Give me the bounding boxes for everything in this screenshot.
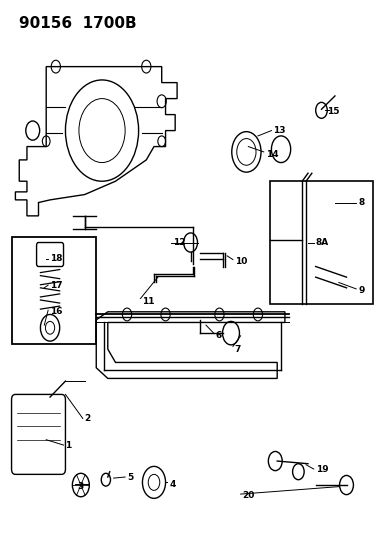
Text: 2: 2 — [85, 414, 91, 423]
Text: 7: 7 — [235, 345, 241, 353]
Text: 90156  1700B: 90156 1700B — [19, 16, 137, 31]
Text: 8A: 8A — [316, 238, 329, 247]
Text: 14: 14 — [266, 150, 278, 159]
Text: 6: 6 — [216, 332, 222, 340]
Bar — [12, 237, 96, 344]
Text: 17: 17 — [50, 281, 63, 289]
Text: 1: 1 — [65, 441, 72, 449]
Text: 13: 13 — [273, 126, 286, 135]
Bar — [270, 181, 373, 304]
Text: 20: 20 — [243, 491, 255, 500]
Text: 10: 10 — [235, 257, 247, 265]
Text: 5: 5 — [127, 473, 133, 481]
Text: 11: 11 — [142, 297, 155, 305]
Text: 19: 19 — [316, 465, 328, 473]
Text: 3: 3 — [77, 482, 83, 490]
Text: 18: 18 — [50, 254, 62, 263]
Text: 9: 9 — [358, 286, 365, 295]
Text: 4: 4 — [169, 480, 176, 489]
Text: 15: 15 — [327, 108, 340, 116]
Text: 8: 8 — [358, 198, 364, 207]
Text: 16: 16 — [50, 308, 62, 316]
Text: 12: 12 — [173, 238, 186, 247]
